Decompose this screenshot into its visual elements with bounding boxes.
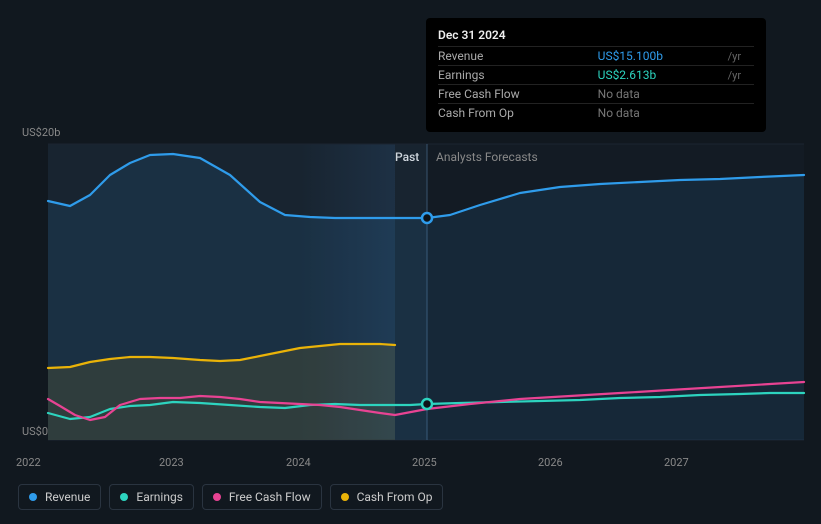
legend-label: Earnings (136, 490, 183, 504)
tooltip-row: RevenueUS$15.100b/yr (438, 47, 754, 66)
legend-item[interactable]: Revenue (18, 484, 101, 510)
x-axis-tick: 2027 (664, 456, 689, 469)
legend-label: Revenue (45, 490, 90, 504)
y-axis-label-top: US$20b (22, 126, 60, 139)
hover-tooltip: Dec 31 2024 RevenueUS$15.100b/yrEarnings… (426, 18, 766, 132)
x-axis-tick: 2025 (412, 456, 437, 469)
tooltip-row-unit: /yr (726, 66, 754, 85)
chart-legend: Revenue Earnings Free Cash Flow Cash From O… (18, 484, 443, 510)
legend-item[interactable]: Free Cash Flow (202, 484, 322, 510)
legend-item[interactable]: Earnings (109, 484, 194, 510)
x-axis-tick: 2023 (159, 456, 184, 469)
tooltip-row: EarningsUS$2.613b/yr (438, 66, 754, 85)
legend-label: Cash From Op (357, 490, 433, 504)
y-axis-label-bottom: US$0 (22, 425, 48, 438)
past-region-label: Past (395, 150, 419, 164)
tooltip-date: Dec 31 2024 (438, 28, 754, 46)
tooltip-row-unit: /yr (726, 47, 754, 66)
forecast-region-label: Analysts Forecasts (436, 150, 538, 164)
legend-dot-icon (29, 493, 37, 501)
x-axis-tick: 2022 (16, 456, 41, 469)
tooltip-row: Free Cash FlowNo data (438, 85, 754, 104)
x-axis-tick: 2024 (286, 456, 311, 469)
tooltip-row-label: Revenue (438, 47, 588, 66)
tooltip-row-label: Earnings (438, 66, 588, 85)
tooltip-row-unit (726, 85, 754, 104)
tooltip-row-label: Free Cash Flow (438, 85, 588, 104)
legend-dot-icon (120, 493, 128, 501)
tooltip-row-value: No data (588, 104, 726, 123)
legend-dot-icon (341, 493, 349, 501)
tooltip-row-value: US$15.100b (588, 47, 726, 66)
tooltip-row-value: No data (588, 85, 726, 104)
tooltip-row-value: US$2.613b (588, 66, 726, 85)
tooltip-row-unit (726, 104, 754, 123)
legend-item[interactable]: Cash From Op (330, 484, 444, 510)
legend-label: Free Cash Flow (229, 490, 311, 504)
earnings-revenue-chart: { "layout": { "width": 821, "height": 52… (0, 0, 821, 524)
legend-dot-icon (213, 493, 221, 501)
tooltip-row: Cash From OpNo data (438, 104, 754, 123)
tooltip-row-label: Cash From Op (438, 104, 588, 123)
tooltip-table: RevenueUS$15.100b/yrEarningsUS$2.613b/yr… (438, 46, 754, 122)
x-axis-tick: 2026 (538, 456, 563, 469)
